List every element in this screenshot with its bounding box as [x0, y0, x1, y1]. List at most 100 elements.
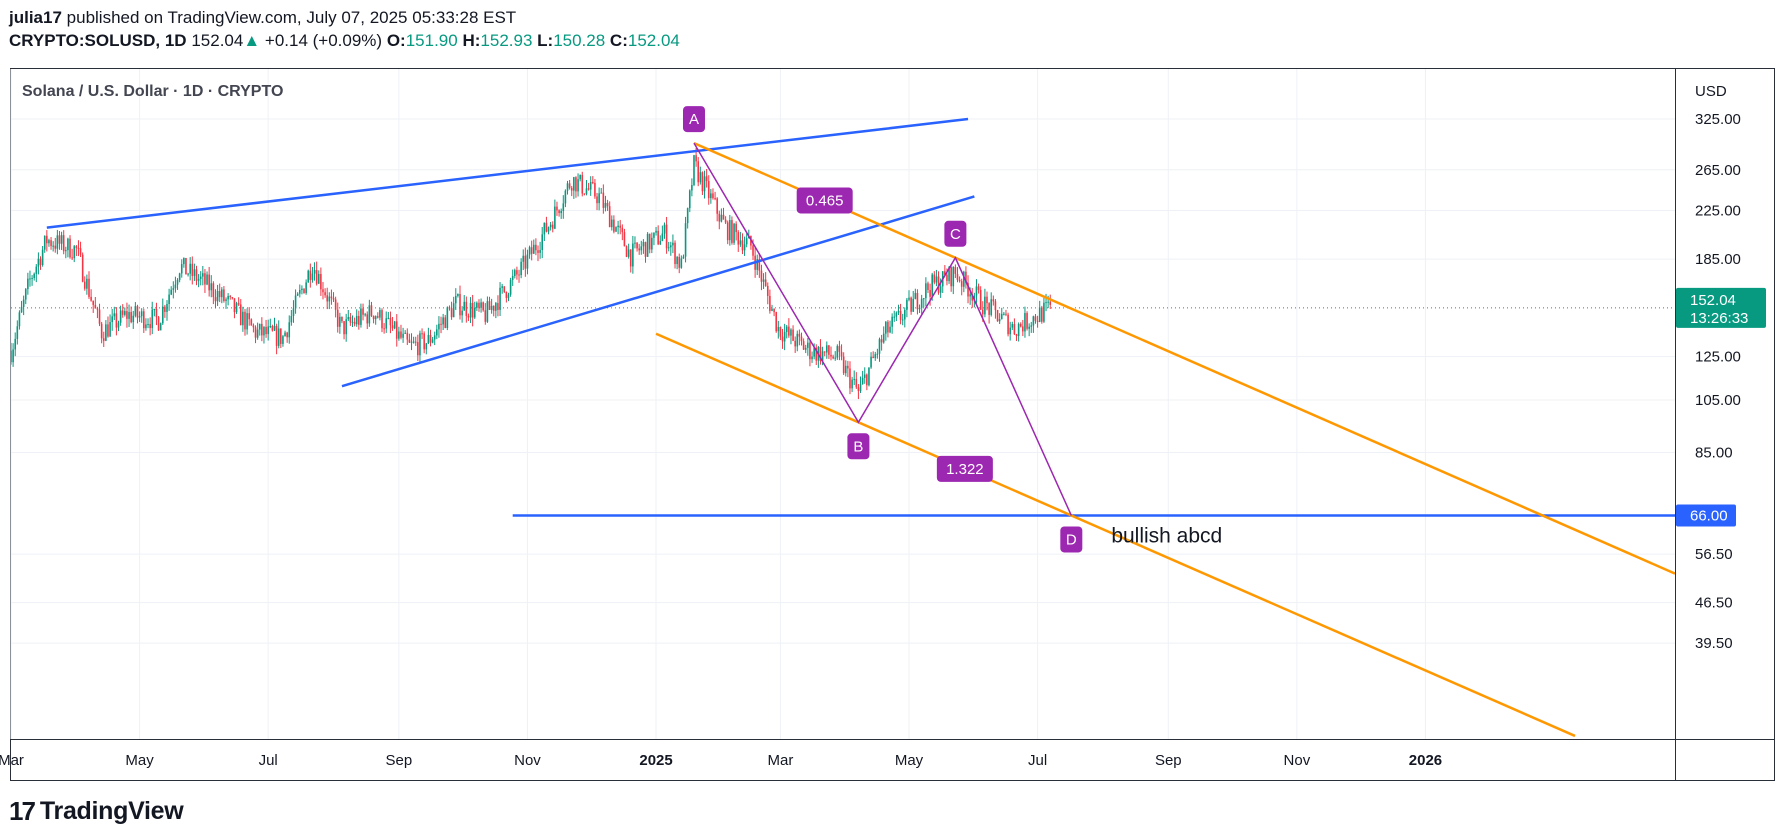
candle-body [197, 278, 200, 281]
drawings[interactable] [11, 117, 1675, 738]
candle-body [769, 295, 771, 311]
candle-body [134, 306, 137, 316]
candle-body [484, 310, 487, 322]
candle-body [208, 274, 210, 291]
candle-body [292, 308, 295, 317]
candle-body [977, 286, 980, 290]
candle-body [92, 300, 95, 305]
price-tick-label: 265.00 [1695, 162, 1741, 179]
low-value: 150.28 [553, 31, 606, 50]
time-tick-label: 2025 [639, 752, 672, 769]
price-axis[interactable]: 325.00 265.00 225.00 185.00 125.00 105.00 85.0… [1676, 111, 1766, 652]
candle-body [265, 326, 267, 335]
candle-body [381, 310, 383, 329]
candle-body [98, 309, 101, 324]
candle-body [391, 325, 394, 329]
candle-body [988, 303, 990, 315]
candle-body [446, 307, 449, 329]
candle-body [682, 256, 685, 259]
candle-body [551, 224, 554, 229]
currency-label[interactable]: USD [1695, 83, 1727, 100]
candle-body [395, 321, 398, 339]
last-price-badge-value: 152.04 [1690, 292, 1736, 309]
price-tick-label: 46.50 [1695, 595, 1733, 612]
ratio-label-ac-box[interactable] [796, 187, 853, 214]
candle-body [296, 293, 299, 296]
candle-body [161, 306, 164, 324]
candle-body [16, 326, 19, 339]
price-tick-label: 56.50 [1695, 546, 1733, 563]
candle-body [699, 172, 702, 183]
candle-body [526, 254, 529, 269]
candle-body [448, 307, 451, 309]
candle-body [931, 274, 933, 297]
candle-body [804, 347, 807, 350]
candle-body [336, 309, 339, 327]
candle-body [18, 312, 21, 327]
candle-body [412, 341, 415, 343]
channel-upper-line[interactable] [693, 141, 1675, 575]
abcd-pattern[interactable] [693, 142, 1073, 516]
candle-body [600, 192, 603, 194]
channel-lower-line[interactable] [655, 332, 1576, 738]
candle-body [111, 316, 113, 323]
candle-body [145, 324, 147, 329]
candle-body [1013, 324, 1016, 335]
point-label-d-box[interactable] [1060, 526, 1083, 553]
candle-body [459, 294, 461, 316]
publisher-user[interactable]: julia17 [9, 8, 62, 27]
candle-body [427, 335, 430, 344]
time-tick-label: May [125, 752, 154, 769]
last-price-badge[interactable] [1676, 287, 1766, 328]
candle-body [680, 258, 683, 268]
level-price-badge[interactable] [1676, 504, 1736, 527]
point-label-a-box[interactable] [682, 106, 705, 133]
candle-body [90, 296, 92, 301]
candle-body [193, 269, 196, 276]
candle-body [927, 283, 929, 290]
tradingview-logo[interactable]: 17 TradingView [9, 796, 184, 827]
ratio-label-ac: 0.465 [806, 192, 844, 209]
candle-body [851, 379, 853, 389]
point-label-b-box[interactable] [847, 433, 870, 460]
candle-body [912, 298, 915, 312]
point-label-c-box[interactable] [944, 220, 967, 247]
price-change: +0.14 (+0.09%) [264, 31, 383, 50]
publisher-line: julia17 published on TradingView.com, Ju… [9, 6, 680, 29]
candle-body [486, 301, 489, 322]
candle-body [151, 309, 154, 329]
candle-body [284, 332, 286, 337]
time-axis[interactable]: Mar May Jul Sep Nov 2025 Mar May Jul Sep Nov 2026 [0, 752, 1442, 769]
candle-body [710, 193, 712, 199]
tradingview-logo-icon: 17 [9, 796, 36, 826]
candle-body [379, 310, 381, 318]
candle-body [218, 291, 221, 298]
grid-lines [10, 69, 1675, 739]
candle-body [478, 302, 480, 308]
candle-body [870, 356, 872, 368]
candle-body [1009, 327, 1011, 335]
candle-body [813, 347, 815, 357]
candle-body [393, 321, 396, 329]
candle-body [290, 316, 293, 323]
trendline-upper[interactable] [46, 117, 969, 229]
candle-body [157, 317, 160, 331]
candle-body [126, 311, 128, 319]
ratio-label-bd-box[interactable] [936, 455, 993, 482]
candle-body [277, 328, 280, 346]
candle-body [301, 288, 303, 291]
candle-body [383, 328, 385, 330]
candle-body [604, 202, 607, 208]
candle-body [1028, 326, 1030, 329]
trendline-lower[interactable] [341, 195, 975, 388]
candle-body [56, 235, 59, 249]
candle-body [906, 299, 908, 310]
candle-body [876, 353, 879, 355]
candle-body [480, 302, 482, 308]
candle-body [577, 179, 579, 192]
symbol-line: CRYPTO:SOLUSD, 1D 152.04▲ +0.14 (+0.09%)… [9, 29, 680, 52]
candle-body [960, 281, 963, 287]
candle-body [695, 155, 697, 162]
candle-body [298, 290, 301, 294]
